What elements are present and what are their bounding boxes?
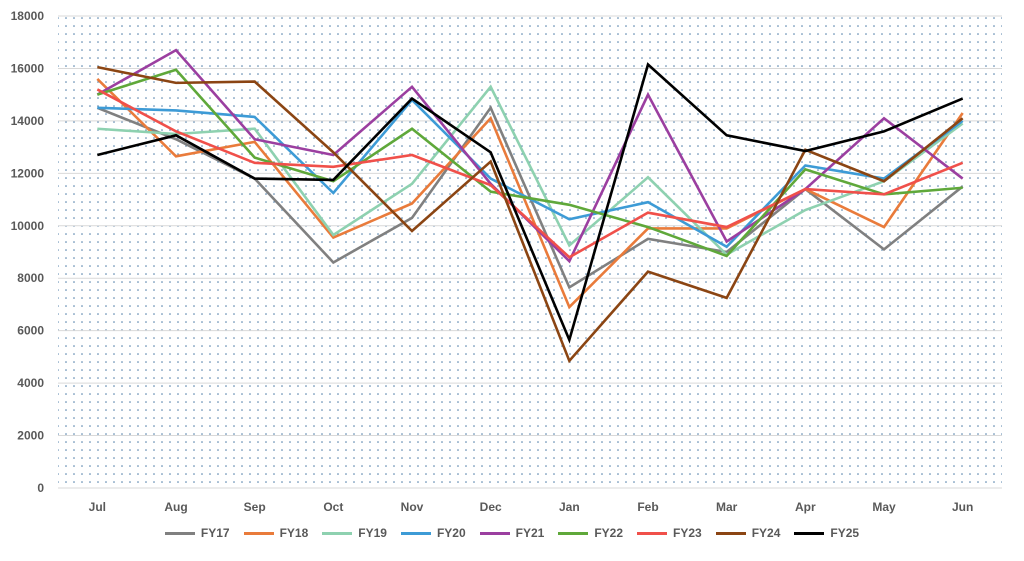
y-tick-label: 6000: [17, 324, 44, 338]
x-tick-label: Feb: [637, 500, 658, 514]
x-tick-label: Mar: [716, 500, 738, 514]
x-tick-label: Dec: [480, 500, 502, 514]
legend-swatch: [164, 531, 195, 535]
legend-label: FY19: [358, 526, 387, 540]
x-tick-label: Apr: [795, 500, 816, 514]
x-tick-label: Aug: [164, 500, 187, 514]
x-tick-label: Jan: [559, 500, 580, 514]
legend-item-fy19: FY19: [322, 526, 387, 540]
legend-label: FY18: [279, 526, 309, 540]
y-tick-label: 0: [37, 481, 44, 495]
legend-item-fy21: FY21: [479, 526, 545, 540]
legend-item-fy25: FY25: [794, 526, 859, 540]
legend-swatch: [794, 531, 825, 535]
legend-swatch: [479, 531, 510, 535]
legend-label: FY24: [751, 526, 781, 540]
series-line-fy23: [96, 88, 964, 259]
legend-swatch: [400, 531, 431, 535]
legend-label: FY17: [200, 526, 230, 540]
legend-label: FY25: [830, 526, 860, 540]
x-tick-label: Jun: [952, 500, 973, 514]
y-tick-label: 16000: [11, 61, 45, 75]
x-tick-label: May: [872, 500, 896, 514]
legend-label: FY21: [515, 526, 545, 540]
legend: FY17 FY18 FY19 FY20 FY21 FY22 FY23 FY24 FY25: [0, 526, 1024, 540]
legend-swatch: [243, 531, 274, 535]
series-line-fy25: [97, 62, 964, 344]
legend-item-fy20: FY20: [400, 526, 466, 540]
x-tick-label: Sep: [244, 500, 266, 514]
series-line-fy22: [96, 68, 963, 258]
plot-area: [58, 16, 1002, 488]
y-tick-label: 12000: [11, 166, 45, 180]
series-line-fy19: [97, 84, 964, 257]
legend-swatch: [558, 531, 589, 535]
legend-swatch: [637, 531, 668, 535]
legend-item-fy22: FY22: [558, 526, 623, 540]
legend-item-fy18: FY18: [243, 526, 309, 540]
legend-swatch: [715, 531, 746, 535]
legend-swatch: [322, 531, 353, 535]
y-tick-label: 18000: [11, 9, 45, 23]
y-tick-label: 8000: [17, 271, 44, 285]
series-line-fy24: [97, 65, 964, 364]
y-tick-label: 4000: [17, 376, 44, 390]
legend-item-fy17: FY17: [164, 526, 230, 540]
legend-label: FY22: [594, 526, 624, 540]
legend-item-fy24: FY24: [715, 526, 781, 540]
legend-item-fy23: FY23: [637, 526, 702, 540]
x-tick-label: Jul: [89, 500, 106, 514]
x-tick-label: Nov: [401, 500, 424, 514]
y-tick-label: 10000: [11, 219, 45, 233]
y-tick-label: 14000: [11, 114, 45, 128]
legend-label: FY23: [673, 526, 702, 540]
y-tick-label: 2000: [17, 429, 44, 443]
x-tick-label: Oct: [323, 500, 343, 514]
legend-label: FY20: [436, 526, 466, 540]
